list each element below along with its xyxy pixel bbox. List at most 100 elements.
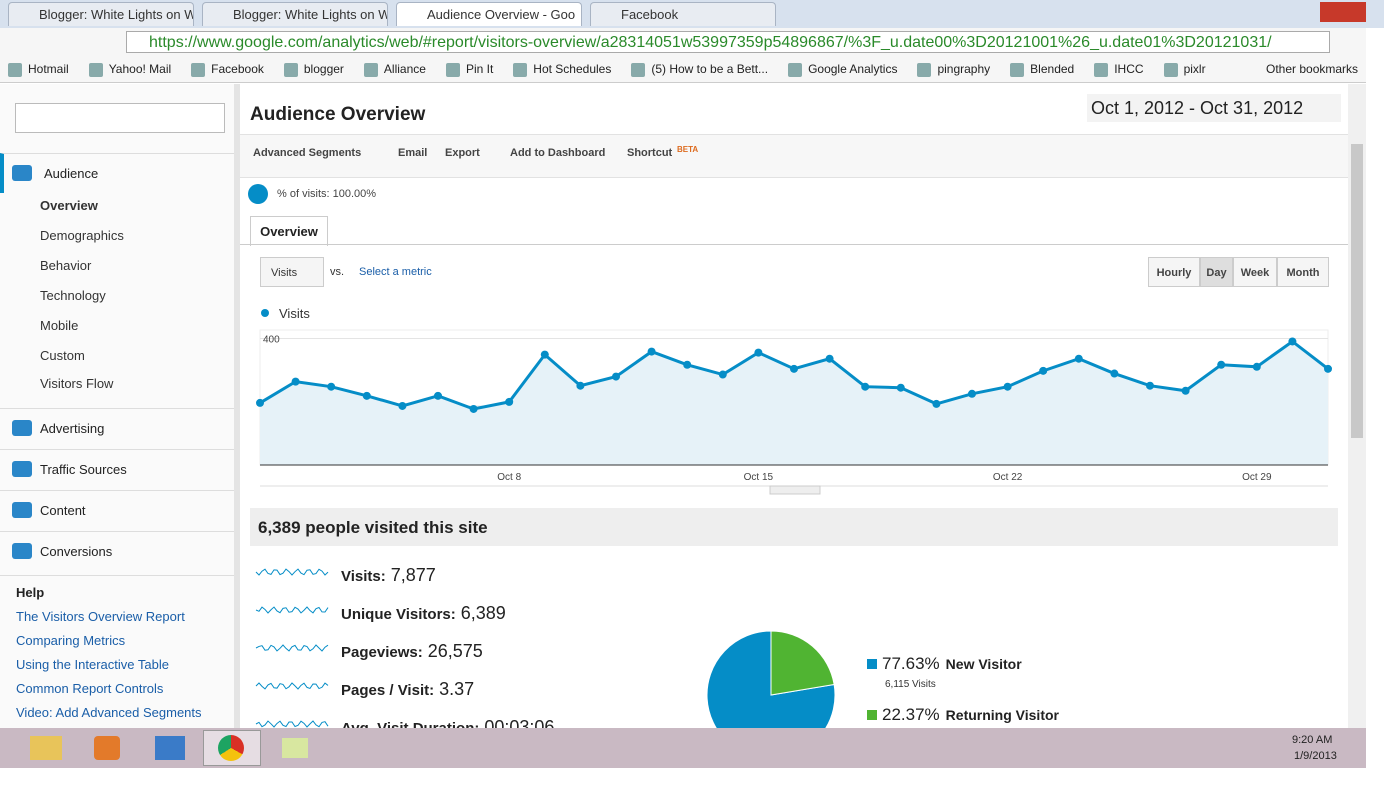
other-bookmarks[interactable]: Other bookmarks xyxy=(1266,62,1359,76)
point xyxy=(434,391,442,400)
scrollbar[interactable] xyxy=(1348,84,1366,728)
chrome-button[interactable] xyxy=(203,730,261,766)
bookmark-icon xyxy=(8,63,22,77)
pie-sublabel: 6,115 Visits xyxy=(885,679,936,690)
control-icon[interactable] xyxy=(155,736,185,760)
metric-value: 00:03:06 xyxy=(484,717,554,728)
help-link[interactable]: Using the Interactive Table xyxy=(16,657,169,672)
granularity-button[interactable]: Week xyxy=(1233,257,1277,287)
toolbar-item[interactable]: Export xyxy=(445,147,480,159)
nav-item[interactable]: Technology xyxy=(40,288,106,303)
date-range[interactable]: Oct 1, 2012 - Oct 31, 2012 xyxy=(1087,94,1341,122)
explorer-icon[interactable] xyxy=(30,736,62,760)
bookmark[interactable]: IHCC xyxy=(1114,62,1144,76)
taskbar: 9:20 AM 1/9/2013 xyxy=(0,728,1366,768)
bookmark[interactable]: Alliance xyxy=(383,62,426,76)
granularity-button[interactable]: Day xyxy=(1200,257,1233,287)
browser-tab[interactable]: Audience Overview - Goo xyxy=(396,2,582,26)
nav-item[interactable]: Mobile xyxy=(40,318,79,333)
granularity-button[interactable]: Month xyxy=(1277,257,1329,287)
pie-value-label: 22.37% xyxy=(882,705,940,724)
point xyxy=(612,372,620,381)
bookmark-icon xyxy=(363,63,378,77)
nav-item[interactable]: Visitors Flow xyxy=(40,376,114,391)
help-divider xyxy=(0,575,234,576)
bookmark[interactable]: Blended xyxy=(1030,62,1075,76)
notes-icon[interactable] xyxy=(282,738,308,758)
toolbar-item[interactable]: Advanced Segments xyxy=(253,147,362,159)
address-bar[interactable]: https://www.google.com/analytics/web/#re… xyxy=(126,31,1330,53)
pie-slice xyxy=(770,630,835,696)
clock-date: 1/9/2013 xyxy=(1294,750,1337,762)
point xyxy=(647,347,656,356)
nav-item[interactable]: Demographics xyxy=(40,228,124,243)
nav-section[interactable]: Advertising xyxy=(0,408,234,448)
nav-section[interactable]: Content xyxy=(0,490,234,530)
toolbar-item[interactable]: Add to Dashboard xyxy=(510,147,606,159)
nav-item[interactable]: Overview xyxy=(40,198,98,213)
pie-legend-swatch xyxy=(867,710,877,720)
point xyxy=(932,399,941,408)
metric-select[interactable]: Visits xyxy=(260,257,324,287)
bookmark-icon xyxy=(1094,63,1109,77)
point xyxy=(1288,337,1297,346)
metric-label: Unique Visitors: xyxy=(341,606,456,623)
nav-icon xyxy=(12,420,32,436)
nav-item[interactable]: Behavior xyxy=(40,258,92,273)
pie-legend-swatch xyxy=(867,659,877,669)
bookmark[interactable]: blogger xyxy=(303,62,344,76)
bookmark[interactable]: Google Analytics xyxy=(808,62,898,76)
bookmark[interactable]: pingraphy xyxy=(937,62,991,76)
metric-label: Avg. Visit Duration: xyxy=(341,720,479,728)
point xyxy=(469,404,478,413)
point xyxy=(754,348,763,357)
nav-section[interactable]: Conversions xyxy=(0,531,234,571)
bookmark-icon xyxy=(1010,63,1025,77)
scroll-thumb[interactable] xyxy=(1351,144,1363,438)
select-metric[interactable]: Select a metric xyxy=(359,266,432,278)
pie-category: New Visitor xyxy=(946,656,1023,672)
bookmark[interactable]: pixlr xyxy=(1183,62,1206,76)
browser-tab[interactable]: Facebook xyxy=(590,2,776,26)
page-title: Audience Overview xyxy=(250,104,426,125)
browser-tab[interactable]: Blogger: White Lights on W xyxy=(8,2,194,26)
help-link[interactable]: Common Report Controls xyxy=(16,681,164,696)
toolbar-item[interactable]: Email xyxy=(398,147,428,159)
help-link[interactable]: The Visitors Overview Report xyxy=(16,609,185,624)
sidebar: Audience Overview Demographics Behavior Tech… xyxy=(0,84,234,728)
help-link[interactable]: Comparing Metrics xyxy=(16,633,126,648)
bookmark[interactable]: Pin It xyxy=(465,62,494,76)
metric-label: Pageviews: xyxy=(341,644,423,661)
bookmark[interactable]: (5) How to be a Bett... xyxy=(651,62,769,76)
bookmark[interactable]: Facebook xyxy=(211,62,264,76)
point xyxy=(718,370,727,379)
nav-icon xyxy=(12,543,32,559)
point xyxy=(1110,369,1119,378)
sparkline xyxy=(255,682,329,690)
overview-tab[interactable]: Overview xyxy=(250,216,328,246)
bookmark[interactable]: Hotmail xyxy=(28,62,69,76)
help-link[interactable]: Video: Add Advanced Segments xyxy=(16,705,202,720)
metric-value: 26,575 xyxy=(428,641,483,661)
point xyxy=(362,391,371,400)
point xyxy=(1003,382,1012,391)
point xyxy=(1074,354,1083,363)
browser-tab[interactable]: Blogger: White Lights on W xyxy=(202,2,388,26)
toolbar-item[interactable]: Shortcut xyxy=(627,147,673,159)
bookmark[interactable]: Yahoo! Mail xyxy=(108,62,172,76)
nav-section[interactable]: Audience xyxy=(0,153,234,193)
close-button[interactable] xyxy=(1320,2,1366,22)
metric-value: 6,389 xyxy=(461,603,506,623)
granularity-button[interactable]: Hourly xyxy=(1148,257,1200,287)
bookmark[interactable]: Hot Schedules xyxy=(533,62,612,76)
beta-badge: BETA xyxy=(677,145,699,154)
point xyxy=(256,398,264,407)
point xyxy=(683,360,692,369)
nav-item[interactable]: Custom xyxy=(40,348,85,363)
nav-section[interactable]: Traffic Sources xyxy=(0,449,234,489)
point xyxy=(1217,360,1226,369)
search-box[interactable] xyxy=(15,103,225,133)
media-icon[interactable] xyxy=(94,736,120,760)
legend-label: Visits xyxy=(279,306,310,321)
